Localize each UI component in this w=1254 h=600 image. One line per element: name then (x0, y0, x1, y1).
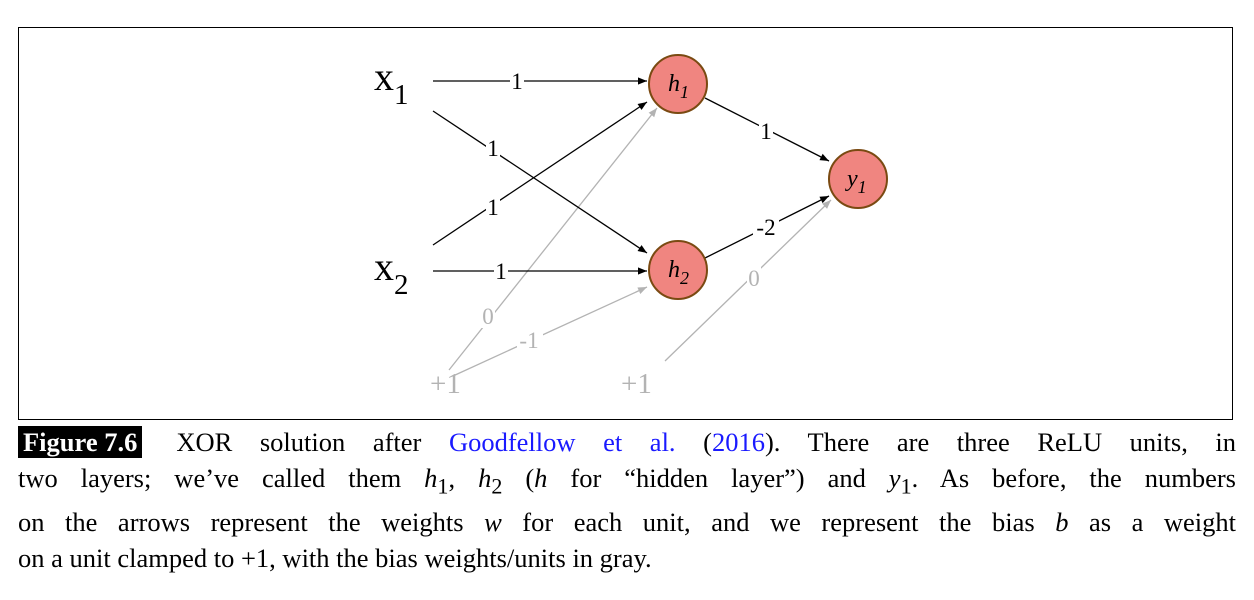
caption-line-1: Figure 7.6 XOR solution after Goodfellow … (18, 424, 1236, 460)
bias-weight-label-b2-y1: 0 (748, 266, 760, 291)
caption-line-4: on a unit clamped to +1, with the bias w… (18, 543, 652, 574)
bias-weight-label-b1-h2: -1 (519, 328, 538, 353)
svg-text:y1: y1 (845, 166, 867, 197)
xor-network-diagram: 1 1 1 1 1 -2 0 -1 0 x1 x2 +1 +1 h1 (374, 54, 888, 400)
bias-unit-2: +1 (621, 368, 652, 400)
figure-caption: Figure 7.6 XOR solution after Goodfellow … (18, 424, 1236, 576)
weight-label-h2-y1: -2 (756, 215, 775, 240)
bias-weight-label-b1-h1: 0 (482, 304, 494, 329)
bias-unit-1: +1 (430, 368, 461, 400)
weight-label-x1-h2: 1 (487, 136, 499, 161)
input-x1: x1 (374, 54, 409, 111)
svg-text:h2: h2 (668, 257, 689, 288)
bias-edge-b1-h2 (452, 286, 648, 377)
hidden-unit-h1: h1 (648, 54, 708, 114)
output-unit-y1: y1 (828, 149, 888, 209)
edge-x1-h2 (432, 110, 648, 254)
figure-box: 1 1 1 1 1 -2 0 -1 0 x1 x2 +1 +1 h1 (18, 27, 1233, 420)
citation-author-link[interactable]: Goodfellow et al. (448, 427, 676, 457)
edge-x2-h1 (432, 101, 648, 246)
weight-label-x2-h2: 1 (495, 259, 507, 284)
citation-year-link[interactable]: 2016 (711, 427, 765, 457)
figure-label: Figure 7.6 (18, 426, 143, 458)
svg-text:x2: x2 (374, 244, 409, 301)
hidden-unit-h2: h2 (648, 240, 708, 300)
svg-text:h1: h1 (668, 71, 689, 102)
svg-text:x1: x1 (374, 54, 409, 111)
caption-line-3: on the arrows represent the weights w fo… (18, 507, 1236, 538)
caption-line-2: two layers; we’ve called them h1, h2 (h … (18, 463, 1236, 499)
input-x2: x2 (374, 244, 409, 301)
weight-label-x2-h1: 1 (487, 195, 499, 220)
weight-label-x1-h1: 1 (511, 69, 523, 94)
weight-label-h1-y1: 1 (760, 119, 772, 144)
